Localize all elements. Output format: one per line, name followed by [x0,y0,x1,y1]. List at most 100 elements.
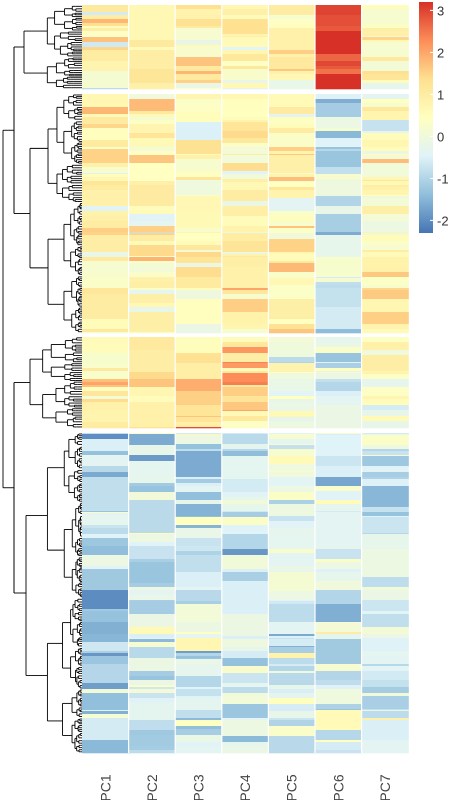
heatmap-cell [175,507,223,512]
heatmap-cell [128,387,176,392]
heatmap-cell [361,411,409,417]
heatmap-cell [82,362,130,364]
heatmap-cell [315,42,363,46]
heatmap-cell [268,528,316,534]
heatmap-cell [82,416,130,418]
heatmap-cell [315,434,363,436]
heatmap-cell [268,687,316,690]
heatmap-cell [361,371,409,373]
heatmap-cell [361,66,409,70]
heatmap-cell [82,57,130,62]
heatmap-cell [315,638,363,640]
heatmap-cell [82,233,130,236]
heatmap-cell [221,214,269,217]
heatmap-cell [221,337,269,343]
heatmap-cell [315,277,363,279]
heatmap-cell [82,483,130,487]
heatmap-cell [221,504,269,508]
heatmap-cell [361,471,409,473]
heatmap-cell [128,405,176,411]
heatmap-cell [361,642,409,647]
heatmap-cell [221,653,269,657]
heatmap-cell [82,387,130,392]
heatmap-cell [175,439,223,445]
heatmap-cell [175,730,223,736]
heatmap-cell [361,120,409,123]
heatmap-cell [268,477,316,480]
heatmap-cell [361,163,409,168]
heatmap-cell [221,517,269,522]
heatmap-cell [221,80,269,84]
heatmap-cell [128,278,176,283]
heatmap-cell [221,604,269,610]
heatmap-cell [221,185,269,188]
heatmap-cell [128,66,176,70]
heatmap-cell [128,179,176,181]
heatmap-cell [361,31,409,35]
heatmap-cell [221,632,269,635]
heatmap-cell [175,221,223,227]
heatmap-cell [221,466,269,472]
heatmap-cell [128,601,176,605]
heatmap-cell [221,533,269,535]
heatmap-cell [128,671,176,674]
heatmap-cell [175,721,223,727]
heatmap-cell [221,551,269,554]
heatmap-cell [221,709,269,711]
heatmap-cell [82,646,130,648]
heatmap-cell [221,228,269,233]
heatmap-cell [175,416,223,418]
heatmap-cell [315,239,363,242]
heatmap-cell [315,285,363,289]
heatmap-cell [361,299,409,304]
heatmap-cell [268,373,316,375]
heatmap-cell [361,638,409,640]
heatmap-cell [315,353,363,356]
heatmap-cell [315,622,363,628]
heatmap-cell [268,696,316,699]
heatmap-cell [361,312,409,318]
heatmap-cell [82,149,130,152]
heatmap-cell [315,114,363,118]
heatmap-cell [361,278,409,283]
heatmap-cell [361,729,409,731]
heatmap-cell [361,516,409,518]
heatmap-cell [268,267,316,273]
heatmap-cell [175,497,223,501]
heatmap-cell [315,676,363,681]
heatmap-cell [361,214,409,217]
heatmap-cell [82,449,130,452]
heatmap-cell [175,528,223,534]
heatmap-cell [221,711,269,715]
heatmap-cell [268,261,316,264]
heatmap-cell [128,232,176,234]
heatmap-cell [128,638,176,640]
heatmap-cell [315,288,363,291]
heatmap-cell [221,257,269,262]
heatmap-cell [82,177,130,180]
heatmap-cell [128,245,176,251]
heatmap-cell [315,177,363,180]
heatmap-cell [361,256,409,258]
heatmap-cell [361,427,409,429]
heatmap-cell [82,159,130,164]
heatmap-cell [82,374,130,380]
heatmap-cell [361,155,409,160]
heatmap-cell [361,235,409,240]
heatmap-cell [82,551,130,554]
heatmap-cell [361,528,409,534]
heatmap-cell [361,572,409,578]
heatmap-cell [175,363,223,369]
heatmap-cell [175,355,223,358]
heatmap-cell [175,282,223,286]
heatmap-cell [361,497,409,501]
heatmap-cell [175,687,223,690]
heatmap-cell [128,15,176,20]
heatmap-cell [175,362,223,364]
heatmap-cell [361,449,409,452]
heatmap-cell [315,555,363,560]
heatmap-cell [315,147,363,150]
heatmap-cell [175,174,223,178]
heatmap-cell [361,303,409,308]
heatmap-cell [221,614,269,620]
